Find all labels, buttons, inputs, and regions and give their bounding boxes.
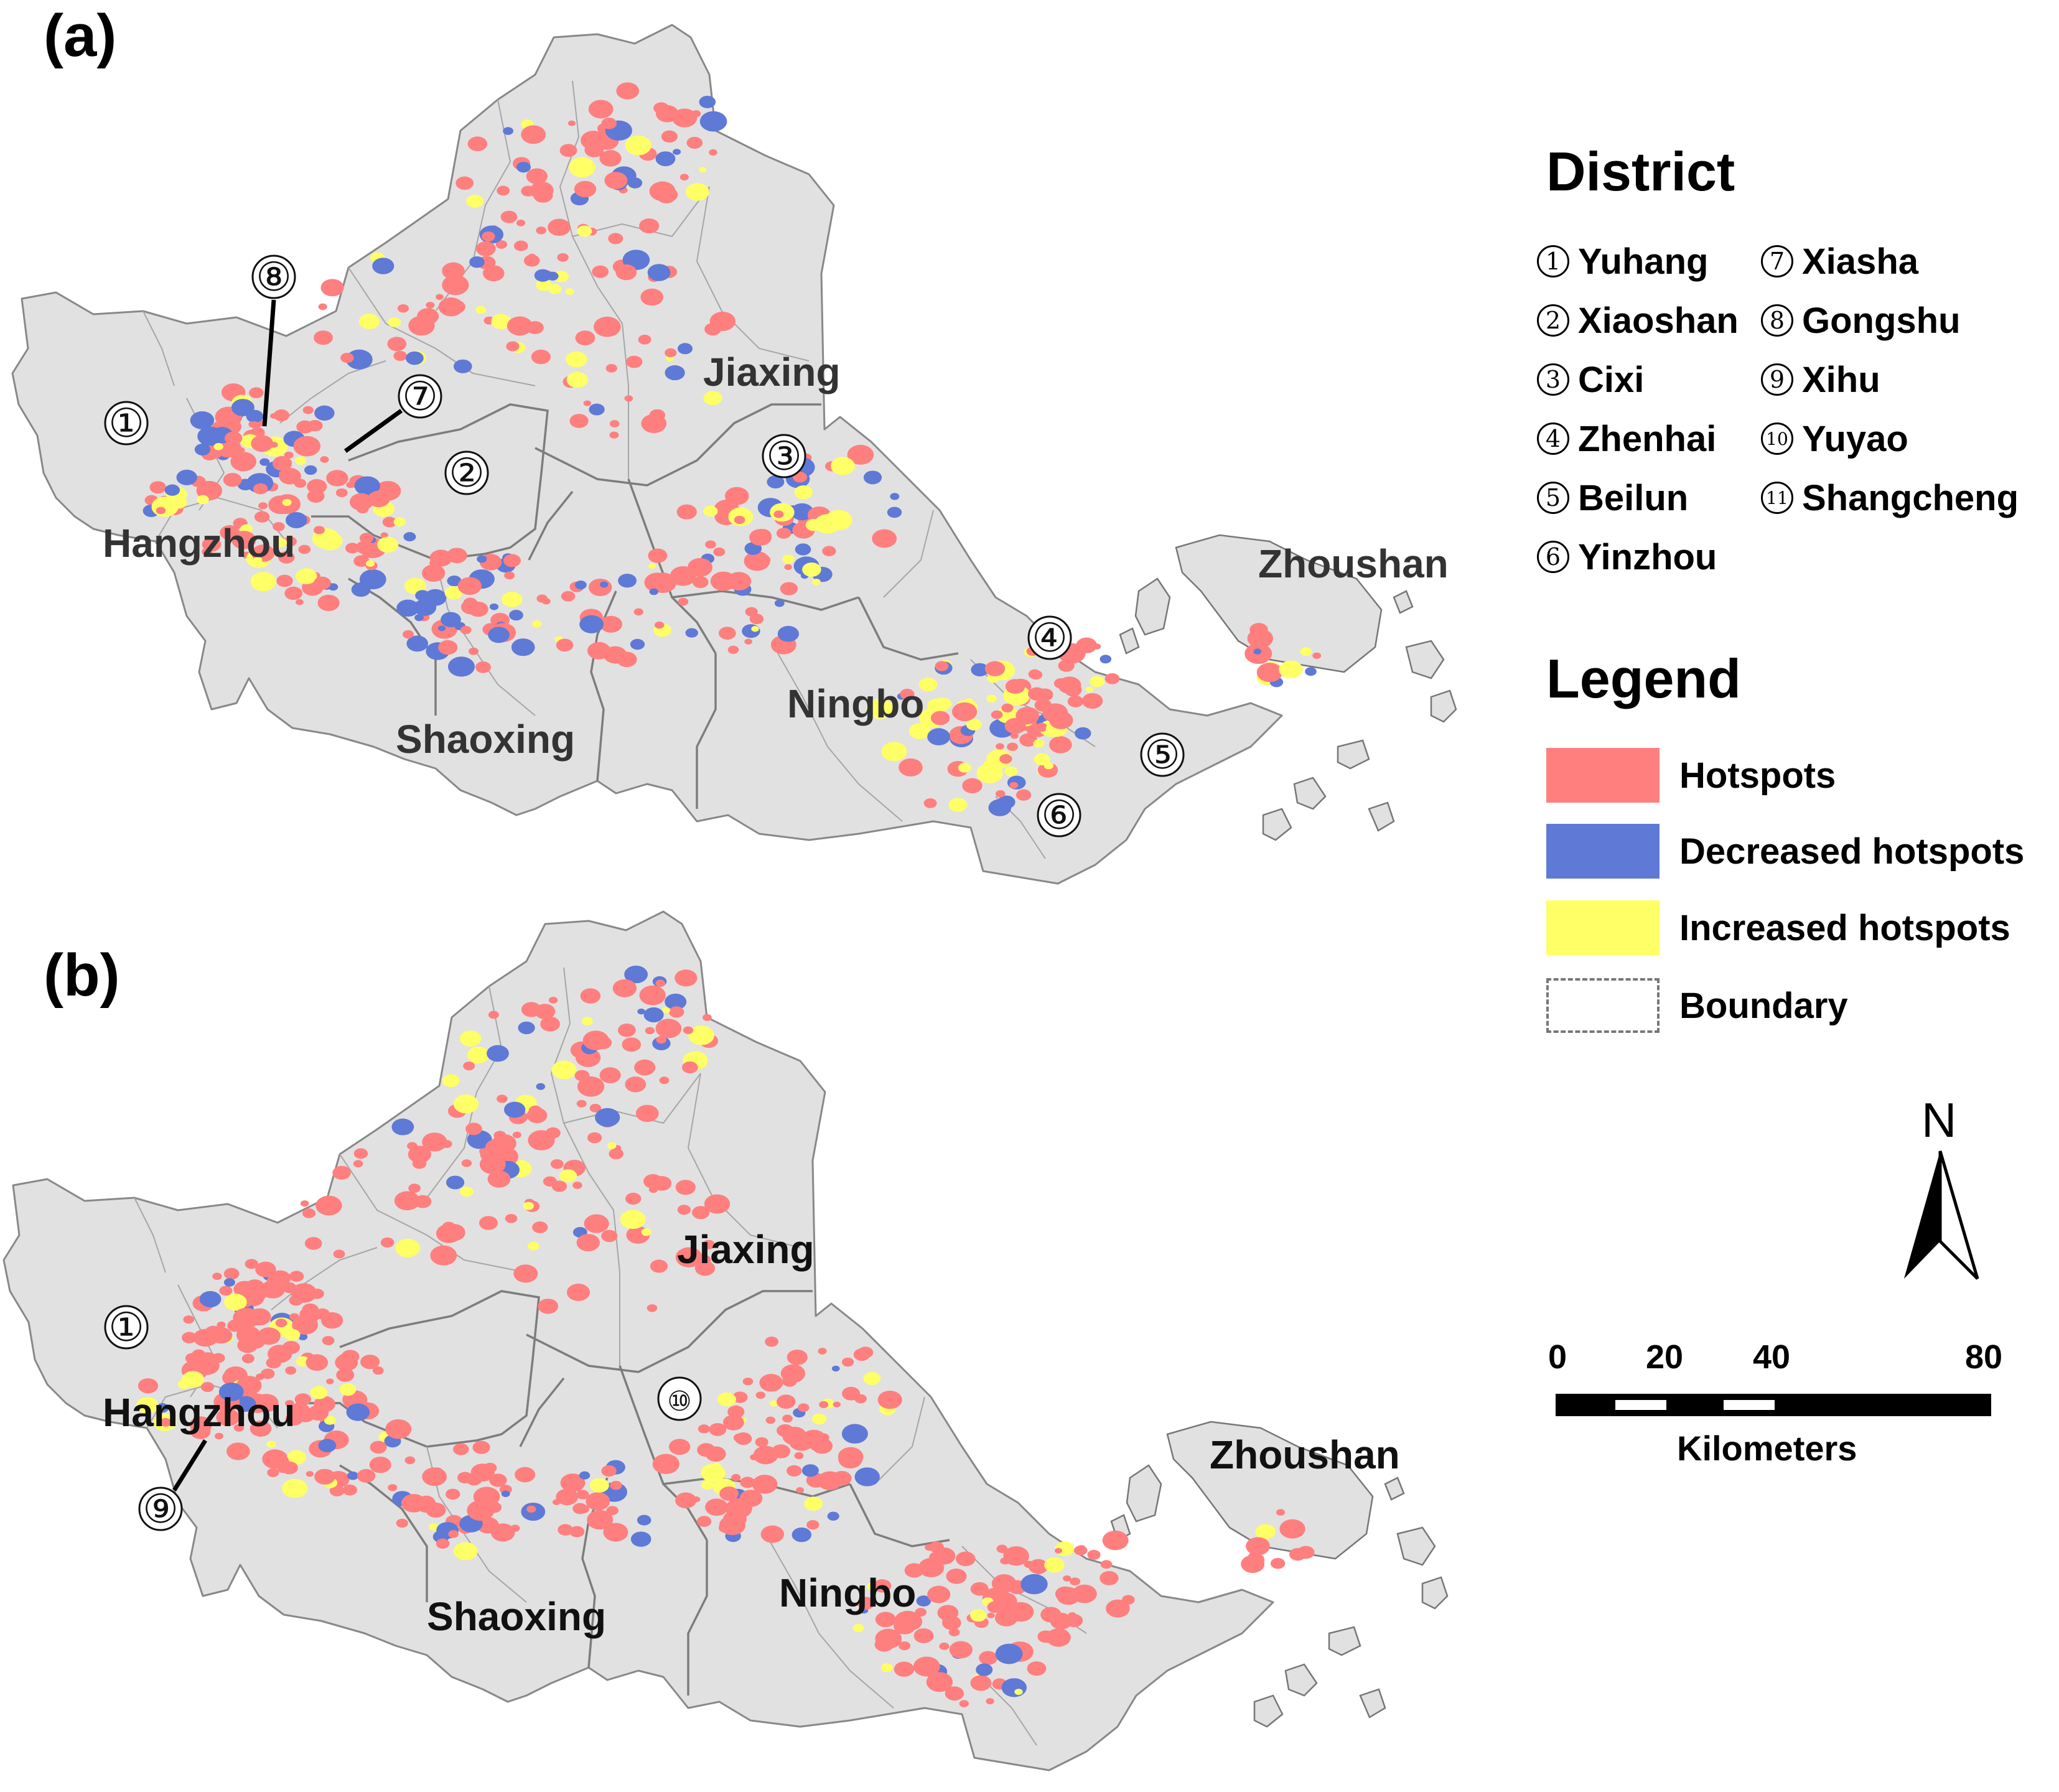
legend-item-decreased: Decreased hotspots	[1546, 823, 2024, 880]
district-name: Xihu	[1802, 359, 1880, 400]
panel-b-map	[2, 910, 1449, 1771]
svg-text:⑩: ⑩	[667, 1386, 691, 1417]
district-name: Xiaoshan	[1578, 300, 1739, 341]
legend-item-increased: Increased hotspots	[1546, 899, 2010, 956]
district-name: Yinzhou	[1578, 536, 1717, 577]
district-legend-title: District	[1546, 141, 1735, 202]
panel-a-marker-4: ④	[1027, 615, 1072, 661]
legend-label-hotspots: Hotspots	[1679, 755, 1836, 796]
scale-tick-80: 80	[1965, 1338, 2003, 1376]
panel-b-label-zhoushan: Zhoushan	[1210, 1432, 1400, 1477]
district-number: 6	[1537, 541, 1569, 573]
district-name: Gongshu	[1802, 300, 1961, 341]
svg-text:⑧: ⑧	[256, 254, 291, 301]
panel-b-label-hangzhou: Hangzhou	[103, 1390, 295, 1435]
svg-text:①: ①	[108, 1305, 144, 1351]
panel-b-leader-9	[172, 1439, 207, 1491]
panel-b-label-jiaxing: Jiaxing	[677, 1227, 815, 1272]
panel-a-label-zhoushan: Zhoushan	[1258, 541, 1449, 586]
district-name: Xiasha	[1802, 241, 1918, 282]
district-item-xiaoshan: 2 Xiaoshan	[1537, 296, 1739, 345]
legend-label-increased: Increased hotspots	[1679, 907, 2010, 948]
district-name: Zhenhai	[1578, 418, 1717, 459]
panel-b-marker-10: ⑩	[657, 1376, 702, 1421]
legend-label-decreased: Decreased hotspots	[1679, 831, 2025, 872]
panel-a-label-ningbo: Ningbo	[787, 681, 924, 726]
svg-text:⑨: ⑨	[142, 1486, 178, 1533]
panel-a-label-jiaxing: Jiaxing	[703, 350, 841, 394]
panel-a-hotspots	[142, 82, 1322, 816]
north-arrow-icon	[1904, 1150, 1979, 1280]
panel-a-leader-8	[262, 299, 276, 427]
panel-a-marker-5: ⑤	[1140, 732, 1185, 778]
scale-tick-40: 40	[1753, 1338, 1791, 1376]
district-item-beilun: 5 Beilun	[1537, 473, 1688, 523]
increased-swatch	[1546, 900, 1660, 955]
panel-b-label-shaoxing: Shaoxing	[427, 1594, 606, 1639]
panel-a-marker-8: ⑧	[251, 254, 296, 301]
district-item-xihu: 9 Xihu	[1761, 355, 1880, 404]
panel-a-label-hangzhou: Hangzhou	[103, 521, 295, 566]
boundary-swatch	[1546, 978, 1660, 1033]
panel-b-hotspots	[136, 965, 1315, 1707]
district-number: 5	[1537, 482, 1569, 514]
panel-a-label: (a)	[44, 2, 116, 69]
panel-a-marker-6: ⑥	[1037, 793, 1081, 839]
district-name: Yuyao	[1802, 418, 1908, 459]
district-item-cixi: 3 Cixi	[1537, 355, 1644, 404]
scale-tick-20: 20	[1646, 1338, 1684, 1376]
district-number: 11	[1761, 482, 1793, 514]
legend-title: Legend	[1546, 648, 1741, 709]
district-item-shangcheng: 11 Shangcheng	[1761, 473, 2019, 523]
district-item-xiasha: 7 Xiasha	[1761, 236, 1918, 286]
scale-bar	[1556, 1394, 1991, 1416]
legend-label-boundary: Boundary	[1679, 985, 1848, 1026]
district-name: Beilun	[1578, 477, 1689, 518]
district-number: 2	[1537, 304, 1569, 337]
district-number: 10	[1761, 422, 1793, 455]
scale-unit: Kilometers	[1677, 1429, 1857, 1468]
district-name: Shangcheng	[1802, 477, 2019, 518]
svg-text:⑥: ⑥	[1041, 793, 1076, 839]
district-name: Yuhang	[1578, 241, 1709, 282]
panel-a-leader-7	[343, 409, 403, 453]
district-item-yuyao: 10 Yuyao	[1761, 414, 1908, 464]
legend-item-boundary: Boundary	[1546, 977, 1848, 1034]
svg-text:③: ③	[766, 434, 801, 480]
panel-a-marker-3: ③	[762, 434, 806, 480]
legend-item-hotspots: Hotspots	[1546, 747, 1836, 804]
district-number: 4	[1537, 422, 1569, 455]
district-number: 8	[1761, 304, 1793, 337]
district-number: 7	[1761, 245, 1793, 278]
district-item-yinzhou: 6 Yinzhou	[1537, 532, 1717, 582]
district-number: 1	[1537, 245, 1569, 278]
district-number: 9	[1761, 363, 1793, 396]
panel-b-marker-9: ⑨	[138, 1486, 183, 1533]
panel-a-map	[11, 24, 1457, 885]
district-name: Cixi	[1578, 359, 1645, 400]
svg-text:②: ②	[449, 450, 484, 497]
svg-text:⑦: ⑦	[402, 374, 437, 420]
panel-a-marker-7: ⑦	[398, 374, 442, 420]
panel-b-label-ningbo: Ningbo	[779, 1570, 916, 1615]
panel-a-label-shaoxing: Shaoxing	[396, 717, 575, 762]
north-label: N	[1921, 1093, 1957, 1147]
hotspots-swatch	[1546, 748, 1660, 803]
svg-text:①: ①	[108, 401, 144, 447]
svg-text:⑤: ⑤	[1144, 732, 1180, 778]
panel-a-marker-2: ②	[444, 450, 489, 497]
panel-a-marker-1: ①	[104, 401, 149, 447]
district-item-zhenhai: 4 Zhenhai	[1537, 414, 1716, 464]
district-item-gongshu: 8 Gongshu	[1761, 296, 1961, 345]
scale-tick-0: 0	[1548, 1338, 1567, 1376]
panel-b-label: (b)	[44, 942, 120, 1009]
panel-b-marker-1: ①	[104, 1305, 149, 1351]
district-number: 3	[1537, 363, 1569, 396]
decreased-swatch	[1546, 824, 1660, 879]
district-item-yuhang: 1 Yuhang	[1537, 236, 1708, 286]
svg-text:④: ④	[1032, 615, 1067, 661]
